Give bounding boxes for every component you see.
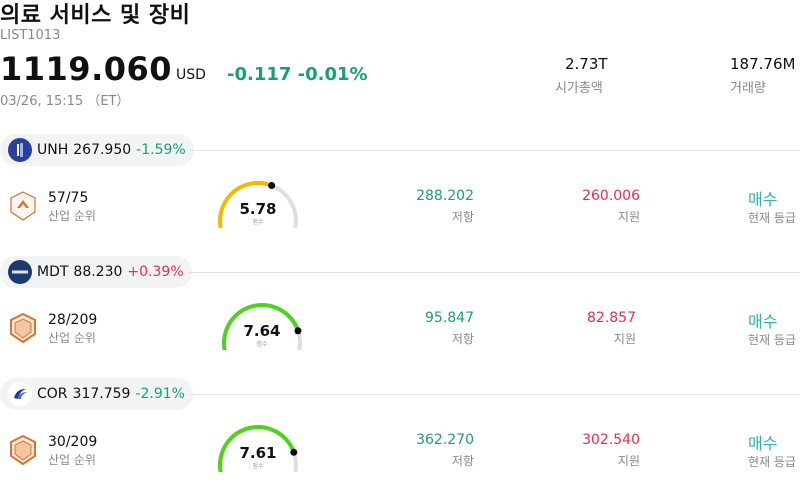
medtronic-logo-icon xyxy=(8,260,32,284)
resistance-label: 저항 xyxy=(451,454,474,468)
gauge-fill xyxy=(217,425,296,472)
rating-value[interactable]: 매수 xyxy=(748,312,778,331)
rating-value[interactable]: 매수 xyxy=(748,190,778,209)
index-price: 1119.060 xyxy=(0,50,173,88)
cencora-logo-icon xyxy=(8,382,32,406)
resistance-label: 저항 xyxy=(451,332,474,346)
stock-price: 317.759 xyxy=(72,386,131,402)
industry-rank-shield-icon xyxy=(8,434,38,466)
stock-symbol: UNH xyxy=(37,142,69,158)
resistance-value: 95.847 xyxy=(425,310,474,326)
score-value: 7.64 xyxy=(243,322,281,340)
divider xyxy=(188,272,800,273)
support-label: 지원 xyxy=(617,210,640,224)
industry-rank-label: 산업 순위 xyxy=(48,453,96,467)
score-gauge xyxy=(222,303,302,350)
timestamp: 03/26, 15:15 （ET） xyxy=(0,94,130,109)
currency-label: USD xyxy=(176,67,206,83)
stock-symbol: COR xyxy=(37,386,68,402)
resistance-label: 저항 xyxy=(451,210,474,224)
gauge-marker xyxy=(294,327,302,335)
rating-label: 현재 등급 xyxy=(748,455,796,469)
unh-logo-icon xyxy=(8,138,32,162)
resistance-value: 362.270 xyxy=(416,432,474,448)
industry-rank-shield-icon xyxy=(8,312,38,344)
volume-label: 거래량 xyxy=(730,81,766,96)
gauge-marker xyxy=(268,182,276,190)
divider xyxy=(190,150,800,151)
score-value: 5.78 xyxy=(239,200,277,218)
gauge-fill xyxy=(218,181,273,228)
support-value: 260.006 xyxy=(582,188,640,204)
page-title: 의료 서비스 및 장비 xyxy=(0,3,191,28)
industry-rank: 28/209 xyxy=(48,312,98,328)
support-value: 82.857 xyxy=(587,310,636,326)
score-value: 7.61 xyxy=(239,444,277,462)
gauge-fill xyxy=(222,303,300,350)
rating-label: 현재 등급 xyxy=(748,211,796,225)
stock-change: +0.39% xyxy=(127,264,184,280)
score-gauge xyxy=(217,425,298,472)
support-label: 지원 xyxy=(617,454,640,468)
stock-pill[interactable]: MDT 88.230 +0.39% xyxy=(0,256,192,288)
industry-rank: 57/75 xyxy=(48,190,89,206)
score-gauge xyxy=(218,181,298,228)
score-label: 점수 xyxy=(252,219,264,226)
stock-change: -2.91% xyxy=(135,386,185,402)
index-code: LIST1013 xyxy=(0,28,61,43)
score-label: 점수 xyxy=(252,463,264,470)
stock-price: 88.230 xyxy=(73,264,123,280)
score-label: 점수 xyxy=(256,341,268,348)
volume-value: 187.76M xyxy=(730,55,796,73)
stock-change: -1.59% xyxy=(136,142,186,158)
industry-rank-label: 산업 순위 xyxy=(48,209,96,223)
gauge-marker xyxy=(290,448,298,456)
industry-rank-label: 산업 순위 xyxy=(48,331,96,345)
market-cap-value: 2.73T xyxy=(565,55,608,73)
stock-pill[interactable]: COR 317.759 -2.91% xyxy=(0,378,193,410)
divider xyxy=(190,394,800,395)
stock-price: 267.950 xyxy=(73,142,132,158)
price-change: -0.117 -0.01% xyxy=(227,64,368,85)
industry-rank: 30/209 xyxy=(48,434,98,450)
stock-symbol: MDT xyxy=(37,264,69,280)
industry-rank-shield-icon xyxy=(8,190,38,222)
support-label: 지원 xyxy=(613,332,636,346)
rating-value[interactable]: 매수 xyxy=(748,434,778,453)
rating-label: 현재 등급 xyxy=(748,333,796,347)
market-cap-label: 시가총액 xyxy=(555,81,603,96)
resistance-value: 288.202 xyxy=(416,188,474,204)
support-value: 302.540 xyxy=(582,432,640,448)
stock-pill[interactable]: UNH 267.950 -1.59% xyxy=(0,134,194,166)
